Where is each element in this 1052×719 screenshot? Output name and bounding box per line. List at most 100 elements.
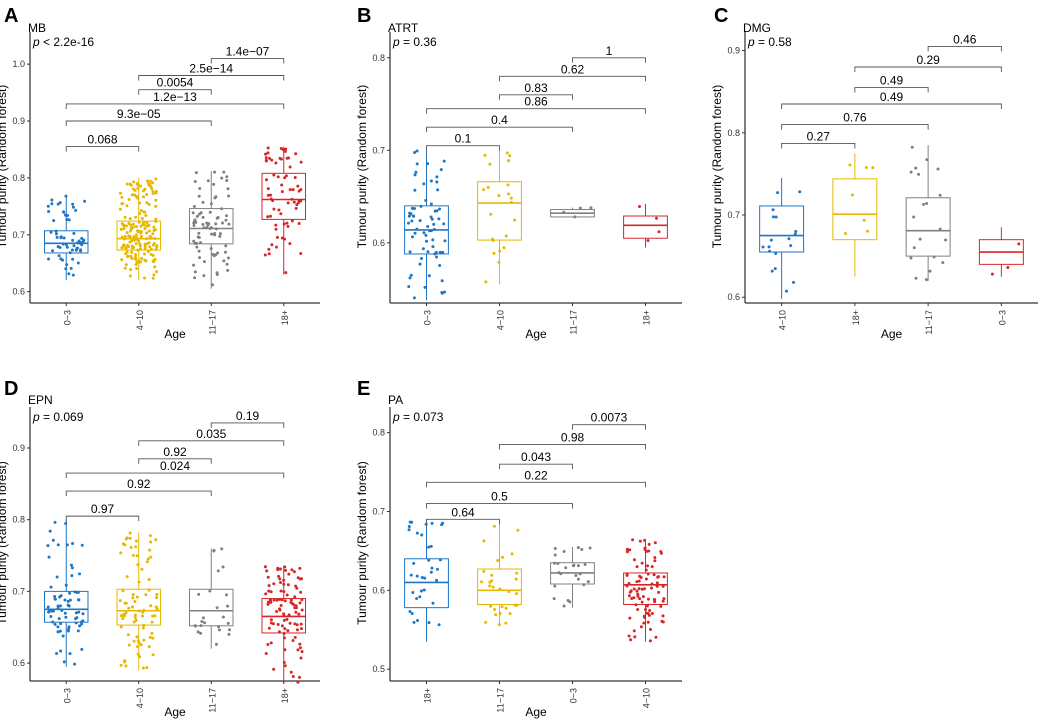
data-point bbox=[938, 193, 942, 197]
data-point bbox=[641, 595, 645, 599]
data-point bbox=[282, 582, 286, 586]
data-point bbox=[266, 146, 270, 150]
bracket-p-value: 1.4e−07 bbox=[226, 44, 270, 58]
data-point bbox=[276, 175, 280, 179]
data-point bbox=[59, 622, 63, 626]
bracket-p-value: 0.0073 bbox=[591, 411, 628, 425]
data-point bbox=[147, 183, 151, 187]
data-point bbox=[131, 222, 135, 226]
data-point bbox=[411, 591, 415, 595]
data-point bbox=[432, 227, 436, 231]
data-point bbox=[429, 179, 433, 183]
data-point bbox=[925, 201, 929, 205]
data-point bbox=[486, 186, 490, 190]
data-point bbox=[128, 536, 132, 540]
data-point bbox=[653, 597, 657, 601]
data-point bbox=[505, 151, 509, 155]
data-point bbox=[655, 581, 659, 585]
data-point bbox=[123, 246, 127, 250]
data-point bbox=[299, 622, 303, 626]
data-point bbox=[280, 598, 284, 602]
y-tick-label: 0.6 bbox=[12, 658, 25, 668]
data-point bbox=[286, 224, 290, 228]
y-tick-label: 0.6 bbox=[12, 287, 25, 297]
global-p-symbol: p bbox=[32, 35, 40, 49]
data-point bbox=[280, 183, 284, 187]
data-point bbox=[268, 214, 272, 218]
data-point bbox=[283, 648, 287, 652]
data-point bbox=[263, 565, 267, 569]
data-point bbox=[151, 181, 155, 185]
data-point bbox=[83, 199, 87, 203]
x-tick-label: 11−17 bbox=[207, 688, 217, 713]
data-point bbox=[221, 565, 225, 569]
data-point bbox=[287, 613, 291, 617]
data-point bbox=[54, 229, 58, 233]
data-point bbox=[513, 218, 517, 222]
x-tick-label: 18+ bbox=[642, 310, 652, 325]
data-point bbox=[299, 627, 303, 631]
data-point bbox=[195, 214, 199, 218]
data-point bbox=[640, 587, 644, 591]
data-point bbox=[438, 558, 442, 562]
data-point bbox=[46, 544, 50, 548]
data-point bbox=[272, 598, 276, 602]
data-point bbox=[69, 266, 73, 270]
data-point bbox=[298, 646, 302, 650]
data-point bbox=[216, 625, 220, 629]
data-point bbox=[79, 249, 83, 253]
x-tick-label: 18+ bbox=[851, 310, 861, 325]
data-point bbox=[632, 558, 636, 562]
data-point bbox=[286, 201, 290, 205]
data-point bbox=[628, 616, 632, 620]
y-tick-label: 0.9 bbox=[727, 46, 740, 56]
panel-letter: D bbox=[4, 378, 18, 400]
data-point bbox=[431, 238, 435, 242]
data-point bbox=[222, 259, 226, 263]
data-point bbox=[144, 593, 148, 597]
data-point bbox=[136, 563, 140, 567]
data-point bbox=[299, 590, 303, 594]
data-point bbox=[216, 569, 220, 573]
data-point bbox=[500, 605, 504, 609]
box-iqr bbox=[905, 197, 951, 257]
data-point bbox=[226, 268, 230, 272]
data-point bbox=[146, 557, 150, 561]
data-point bbox=[145, 560, 149, 564]
y-tick-label: 0.9 bbox=[12, 116, 25, 126]
data-point bbox=[424, 233, 428, 237]
data-point bbox=[638, 205, 642, 209]
data-point bbox=[497, 260, 501, 264]
data-point bbox=[771, 208, 775, 212]
data-point bbox=[493, 607, 497, 611]
data-point bbox=[637, 587, 641, 591]
box-0−3 bbox=[550, 546, 595, 608]
x-tick-label: 0−3 bbox=[62, 310, 72, 325]
data-point bbox=[123, 543, 127, 547]
data-point bbox=[64, 267, 68, 271]
data-point bbox=[292, 570, 296, 574]
x-axis-label: Age bbox=[881, 327, 903, 341]
data-point bbox=[295, 628, 299, 632]
data-point bbox=[274, 227, 278, 231]
bracket-p-value: 0.0054 bbox=[157, 76, 194, 90]
data-point bbox=[295, 623, 299, 627]
data-point bbox=[504, 621, 508, 625]
data-point bbox=[143, 276, 147, 280]
data-point bbox=[119, 551, 123, 555]
data-point bbox=[225, 178, 229, 182]
data-point bbox=[415, 531, 419, 535]
data-point bbox=[121, 616, 125, 620]
data-point bbox=[136, 645, 140, 649]
data-point bbox=[287, 572, 291, 576]
box-4−10 bbox=[116, 531, 161, 671]
data-point bbox=[199, 241, 203, 245]
data-point bbox=[199, 624, 203, 628]
data-point bbox=[77, 610, 81, 614]
data-point bbox=[659, 604, 663, 608]
data-point bbox=[283, 664, 287, 668]
data-point bbox=[283, 565, 287, 569]
data-point bbox=[81, 619, 85, 623]
data-point bbox=[146, 250, 150, 254]
x-tick-label: 4−10 bbox=[778, 310, 788, 330]
